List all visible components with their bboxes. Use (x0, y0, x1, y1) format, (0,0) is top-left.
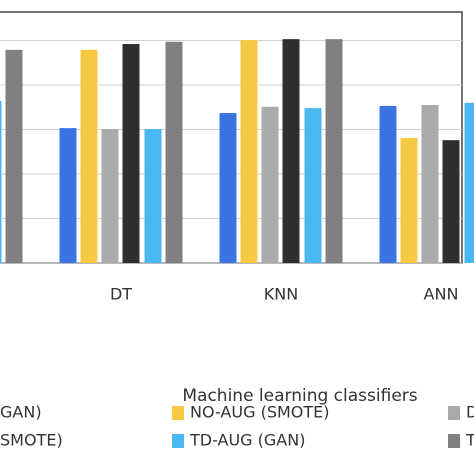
bar (59, 128, 77, 263)
legend-swatch (448, 406, 460, 420)
legend-label: TI (465, 431, 474, 450)
bar (261, 106, 279, 263)
bar (304, 108, 322, 264)
x-tick-label: ANN (424, 285, 459, 304)
legend-swatch (172, 434, 184, 448)
bar (144, 129, 162, 263)
bar (400, 137, 418, 263)
bar (464, 102, 474, 263)
legend-label: GAN) (0, 403, 42, 422)
legend-label: NO-AUG (SMOTE) (190, 403, 330, 422)
bar (122, 44, 140, 263)
legend-label: SMOTE) (0, 431, 63, 450)
bar (240, 40, 258, 264)
x-tick-label: DT (110, 285, 132, 304)
x-axis-title: Machine learning classifiers (182, 386, 417, 406)
bar (325, 39, 343, 264)
bar (165, 41, 183, 263)
bar (442, 140, 460, 263)
legend-swatch (172, 406, 184, 420)
legend-label: D (466, 403, 474, 422)
bar (282, 39, 300, 264)
bar (5, 49, 23, 263)
bar (421, 105, 439, 263)
x-tick-label: KNN (264, 285, 298, 304)
bar (80, 49, 98, 263)
bar (219, 113, 237, 264)
bar (101, 129, 119, 263)
bar (0, 101, 2, 263)
legend-swatch (448, 434, 460, 448)
legend-label: TD-AUG (GAN) (189, 431, 305, 450)
bar (379, 105, 397, 263)
